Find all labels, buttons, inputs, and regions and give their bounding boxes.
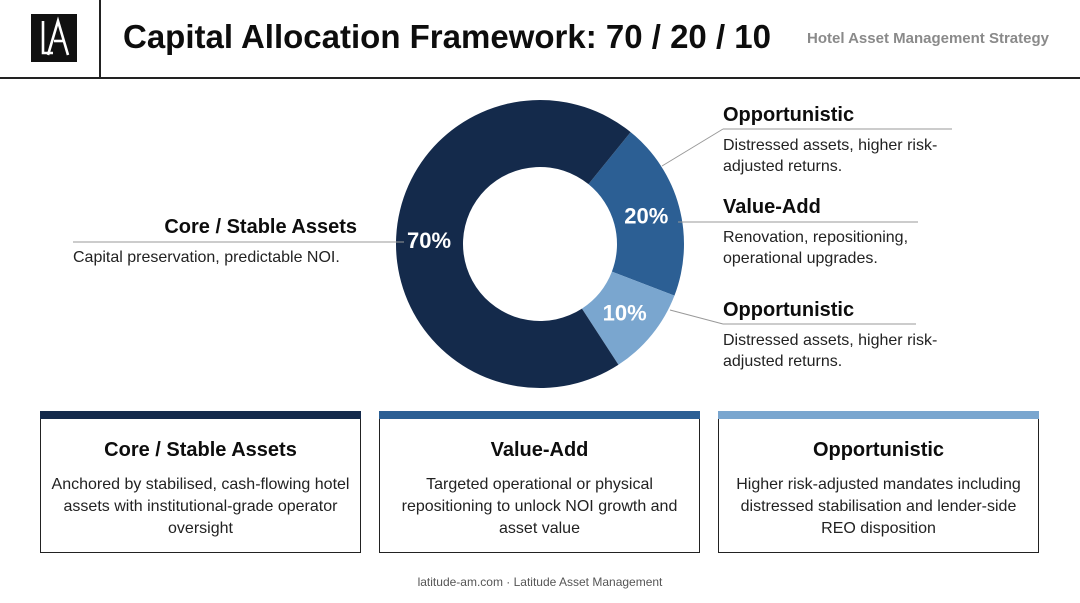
card-opportunistic-title: Opportunistic — [812, 439, 945, 461]
label-value-add: 20% — [624, 204, 668, 229]
card-core-accent-bar — [40, 411, 361, 419]
card-core-desc: Anchored by stabilised, cash-flowing hot… — [51, 476, 350, 537]
logo[interactable] — [31, 14, 77, 62]
header: Capital Allocation Framework: 70 / 20 / … — [0, 0, 1080, 79]
connector-opportunistic-bottom-diag — [669, 309, 724, 325]
header-divider — [99, 0, 101, 79]
slice-opportunistic — [581, 271, 675, 365]
label-core: 70% — [407, 228, 451, 253]
callout-value-add-heading: Value-Add — [723, 196, 821, 218]
donut-chart: 20% 10% 70% — [73, 99, 952, 389]
callout-core-desc: Capital preservation, predictable NOI. — [73, 249, 340, 266]
connector-opportunistic-top-diag — [661, 128, 724, 167]
card-value-add-desc: Targeted operational or physical reposit… — [401, 476, 678, 537]
callout-opportunistic-bottom-heading: Opportunistic — [723, 299, 855, 321]
card-core-title: Core / Stable Assets — [104, 439, 297, 461]
page-title: Capital Allocation Framework: 70 / 20 / … — [123, 18, 771, 55]
callout-core-heading: Core / Stable Assets — [164, 216, 357, 238]
page-subtitle: Hotel Asset Management Strategy — [806, 30, 1049, 47]
card-opportunistic: Opportunistic Higher risk-adjusted manda… — [718, 411, 1039, 553]
card-opportunistic-accent-bar — [718, 411, 1039, 419]
callout-value-add: Value-Add Renovation, repositioning, ope… — [723, 196, 943, 269]
label-opportunistic: 10% — [603, 301, 647, 326]
callout-opportunistic-bottom: Opportunistic Distressed assets, higher … — [723, 299, 943, 372]
callout-value-add-desc: Renovation, repositioning, operational u… — [723, 229, 909, 267]
logo-icon — [41, 16, 70, 56]
slice-value-add — [588, 132, 684, 296]
card-value-add: Value-Add Targeted operational or physic… — [379, 411, 700, 553]
card-value-add-accent-bar — [379, 411, 700, 419]
callout-opportunistic-bottom-desc: Distressed assets, higher risk-adjusted … — [723, 332, 938, 370]
card-core: Core / Stable Assets Anchored by stabili… — [40, 411, 361, 553]
footer: latitude-am.com · Latitude Asset Managem… — [417, 575, 663, 589]
callout-core: Core / Stable Assets Capital preservatio… — [73, 216, 403, 268]
callout-opportunistic-top: Opportunistic Distressed assets, higher … — [723, 104, 963, 177]
slice-core — [396, 99, 631, 389]
card-value-add-title: Value-Add — [490, 439, 589, 461]
callout-opportunistic-top-desc: Distressed assets, higher risk-adjusted … — [723, 137, 938, 175]
callout-opportunistic-top-heading: Opportunistic — [723, 104, 855, 126]
card-opportunistic-desc: Higher risk-adjusted mandates including … — [736, 476, 1021, 537]
